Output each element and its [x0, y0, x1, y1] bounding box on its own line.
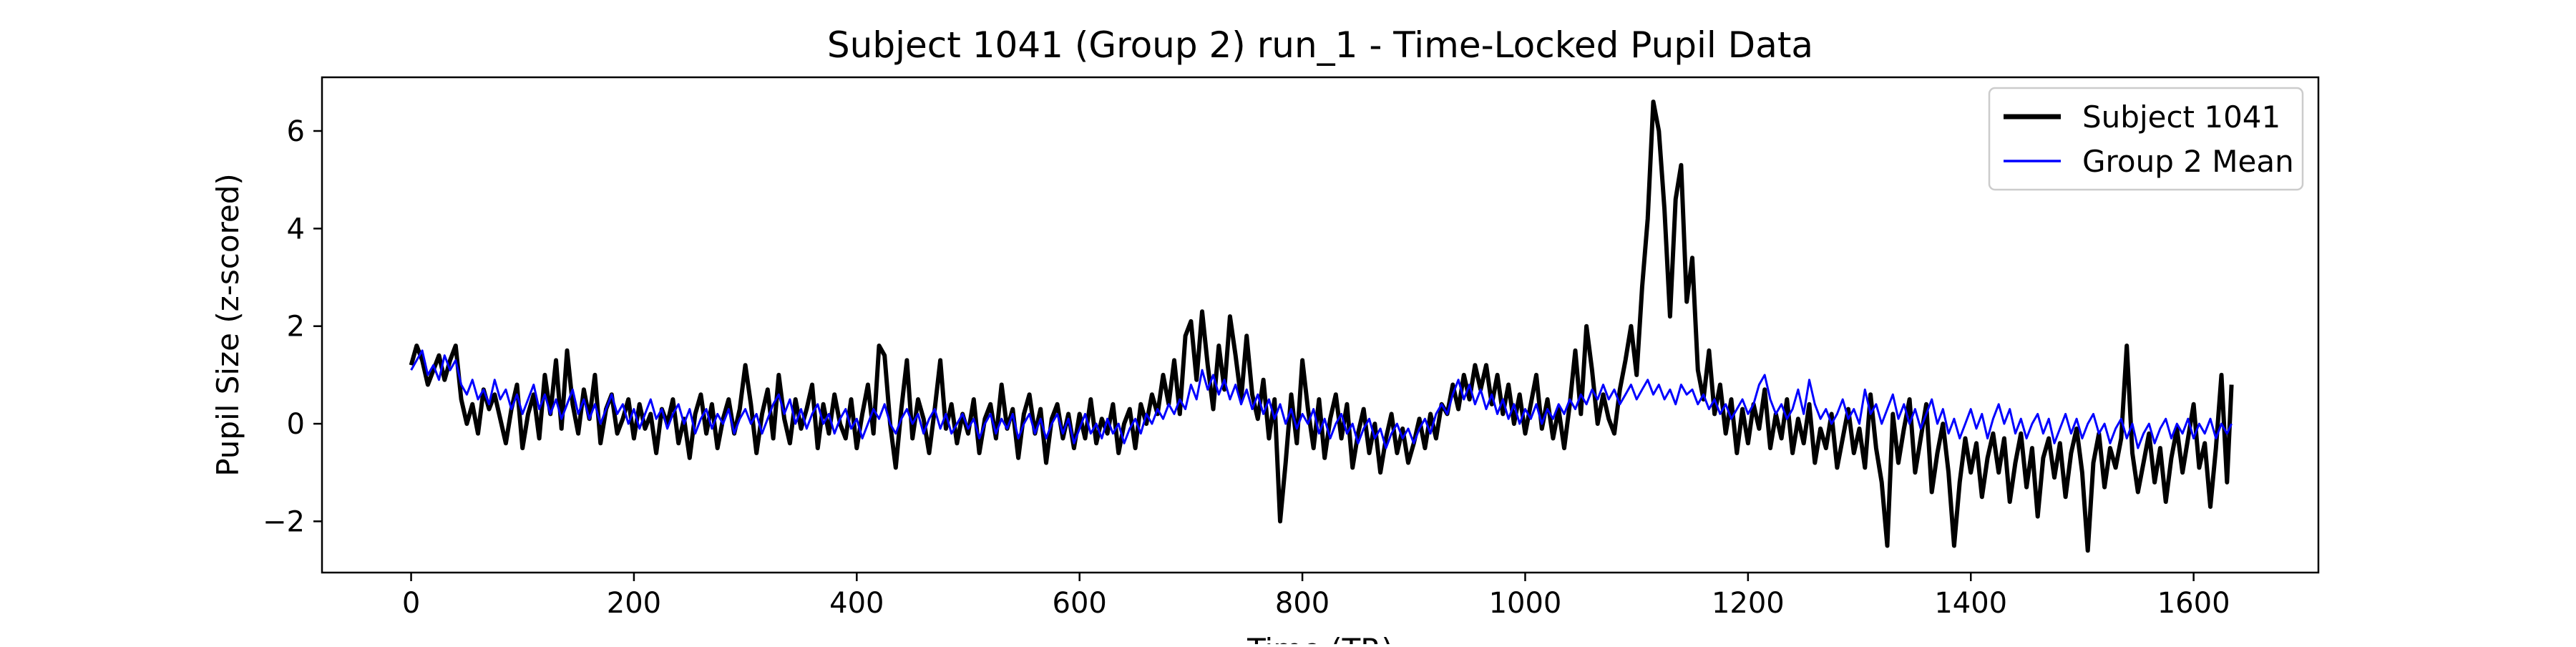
- x-tick-label: 0: [402, 587, 420, 620]
- chart-title: Subject 1041 (Group 2) run_1 - Time-Lock…: [827, 24, 1813, 66]
- legend-box: [1988, 87, 2304, 191]
- x-tick-label: 400: [829, 587, 884, 620]
- plot-frame: [321, 76, 2320, 574]
- plot-background: [322, 77, 2318, 573]
- y-tick-label: 0: [287, 408, 305, 441]
- legend-label-subject: Subject 1041: [2082, 99, 2280, 135]
- y-tick-label: 2: [287, 311, 305, 344]
- x-tick-label: 600: [1053, 587, 1107, 620]
- legend: Subject 1041 Group 2 Mean: [1988, 87, 2304, 191]
- x-tick-label: 1600: [2157, 587, 2230, 620]
- x-tick-label: 1400: [1934, 587, 2007, 620]
- y-axis-label: Pupil Size (z-scored): [210, 173, 245, 477]
- series-layer: [409, 99, 2234, 553]
- x-tick-label: 1200: [1712, 587, 1785, 620]
- x-tick-label: 800: [1275, 587, 1330, 620]
- y-tick-label: 4: [287, 213, 305, 245]
- x-axis-label: Time (TR): [1246, 632, 1393, 644]
- series-line-group-mean: [410, 349, 2233, 449]
- y-axis: −2 0 2 4 6: [263, 115, 322, 538]
- y-tick-label: −2: [263, 505, 305, 538]
- x-tick-label: 1000: [1489, 587, 1562, 620]
- y-tick-label: 6: [287, 115, 305, 148]
- legend-label-group-mean: Group 2 Mean: [2082, 144, 2294, 179]
- x-axis: 0 200 400 600 800 1000 1200 1400 1600: [402, 573, 2230, 620]
- x-tick-label: 200: [607, 587, 661, 620]
